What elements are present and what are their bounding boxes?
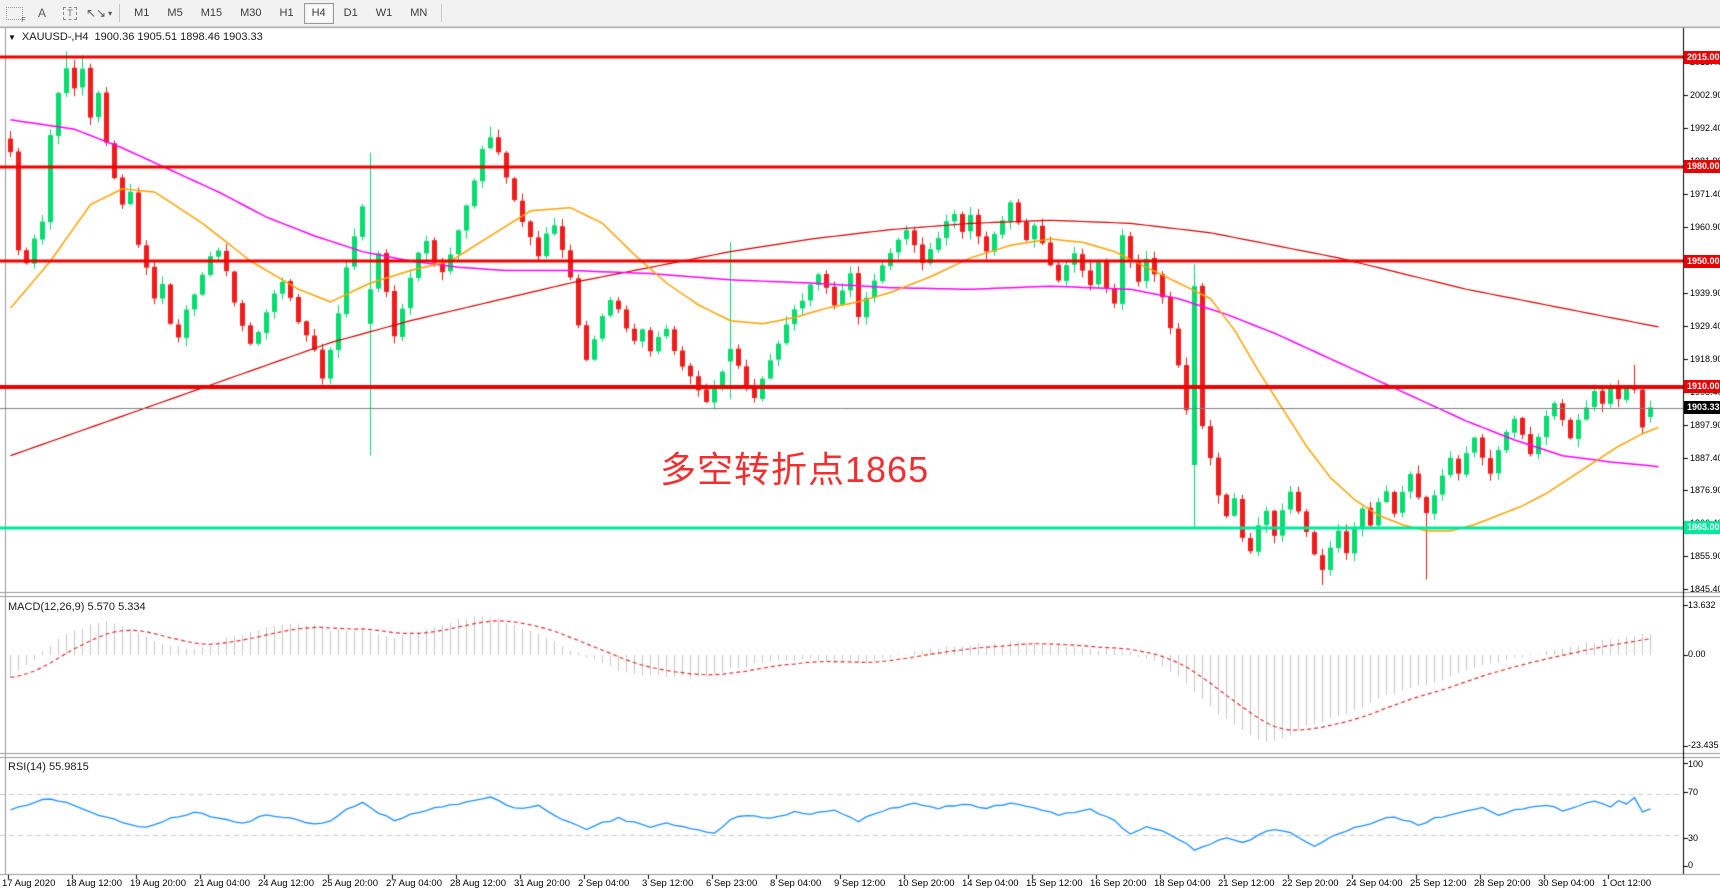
symbol-label: XAUUSD-,H4 <box>21 31 89 43</box>
macd-axis-label: 13.632 <box>1688 600 1716 610</box>
rsi-axis-label: 0 <box>1688 860 1694 870</box>
text-label-icon[interactable]: A <box>37 6 46 20</box>
timeframe-button-h1[interactable]: H1 <box>279 7 294 19</box>
y-axis-tick-label: 1939.90 <box>1690 287 1720 298</box>
x-axis-tick-label: 2 Sep 04:00 <box>578 878 630 889</box>
x-axis-tick-label: 18 Sep 04:00 <box>1154 878 1211 889</box>
x-axis-tick-label: 6 Sep 23:00 <box>706 878 758 889</box>
level-badge-1865.00: 1865.00 <box>1684 521 1720 535</box>
chart-annotation[interactable]: 多空转折点1865 <box>660 449 930 490</box>
x-axis-tick-label: 27 Aug 04:00 <box>386 878 442 889</box>
arrows-glyph: ↖↘ <box>86 6 107 20</box>
level-badge-1910.00: 1910.00 <box>1684 380 1720 394</box>
x-axis-tick-label: 15 Sep 12:00 <box>1026 878 1083 889</box>
rsi-title: RSI(14) 55.9815 <box>8 761 89 773</box>
rsi-axis-label: 30 <box>1688 833 1699 843</box>
level-badge-1980.00: 1980.00 <box>1684 160 1720 174</box>
ohlc-values: 1900.36 1905.51 1898.46 1903.33 <box>94 31 263 43</box>
macd-axis-label: -23.435 <box>1688 740 1719 750</box>
timeframe-button-m1[interactable]: M1 <box>134 7 150 19</box>
timeframe-buttons: M1 M5 M15 M30 H1 H4 D1 W1 MN <box>125 2 436 24</box>
x-axis-tick-label: 17 Aug 2020 <box>2 878 56 889</box>
y-axis-tick-label: 1918.90 <box>1690 353 1720 364</box>
y-axis-tick-label: 1992.40 <box>1690 122 1720 133</box>
text-tool-icon[interactable]: T <box>57 2 83 24</box>
timeframe-button-h4[interactable]: H4 <box>303 2 334 24</box>
x-axis-tick-label: 25 Sep 12:00 <box>1410 878 1467 889</box>
text-tool-glyph: T <box>63 6 77 20</box>
timeframe-button-m5[interactable]: M5 <box>167 7 183 19</box>
y-axis-tick-label: 1960.90 <box>1690 221 1720 232</box>
x-axis-tick-label: 18 Aug 12:00 <box>66 878 122 889</box>
fibonacci-grid-glyph: F <box>5 6 26 24</box>
x-axis-tick-label: 31 Aug 20:00 <box>514 878 570 889</box>
toolbar-separator <box>119 4 121 22</box>
x-axis-tick-label: 24 Aug 12:00 <box>258 878 314 889</box>
timeframe-button-d1[interactable]: D1 <box>343 7 358 19</box>
x-axis-tick-label: 10 Sep 20:00 <box>898 878 955 889</box>
x-axis-tick-label: 28 Sep 20:00 <box>1474 878 1531 889</box>
y-axis-tick-label: 1887.40 <box>1690 452 1720 463</box>
level-badge-1950.00: 1950.00 <box>1684 254 1720 268</box>
timeframe-button-mn[interactable]: MN <box>410 7 428 19</box>
x-axis-tick-label: 21 Aug 04:00 <box>194 878 250 889</box>
y-axis-tick-label: 1855.90 <box>1690 551 1720 562</box>
y-axis-tick-label: 2002.90 <box>1690 89 1720 100</box>
timeframe-button-m30[interactable]: M30 <box>240 7 262 19</box>
rsi-value: 55.9815 <box>48 761 89 773</box>
toolbar: F A T ↖↘ ▾ M1 M5 M15 M30 H1 H4 D1 W1 MN <box>0 0 1720 27</box>
toolbar-separator <box>441 4 443 22</box>
x-axis-tick-label: 3 Sep 12:00 <box>642 878 694 889</box>
macd-title: MACD(12,26,9) 5.570 5.334 <box>8 601 146 613</box>
x-axis-tick-label: 1 Oct 12:00 <box>1602 878 1652 889</box>
y-axis-tick-label: 1971.40 <box>1690 188 1720 199</box>
timeframe-button-w1[interactable]: W1 <box>375 7 393 19</box>
collapse-arrow-icon[interactable]: ▼ <box>8 32 16 42</box>
macd-values: 5.570 5.334 <box>87 601 146 613</box>
x-axis-tick-label: 22 Sep 20:00 <box>1282 878 1339 889</box>
current-price-badge: 1903.33 <box>1684 401 1720 415</box>
y-axis-tick-label: 1876.90 <box>1690 485 1720 496</box>
x-axis-tick-label: 19 Aug 20:00 <box>130 878 186 889</box>
rsi-axis-label: 100 <box>1688 759 1704 769</box>
x-axis-tick-label: 9 Sep 12:00 <box>834 878 886 889</box>
dropdown-caret-icon[interactable]: ▾ <box>108 8 113 18</box>
x-axis-tick-label: 28 Aug 12:00 <box>450 878 506 889</box>
x-axis-tick-label: 24 Sep 04:00 <box>1346 878 1403 889</box>
chart-title: ▼ XAUUSD-,H4 1900.36 1905.51 1898.46 190… <box>8 31 263 43</box>
x-axis-tick-label: 8 Sep 04:00 <box>770 878 822 889</box>
arrows-tool-icon[interactable]: ↖↘ ▾ <box>85 2 113 24</box>
rsi-axis-label: 70 <box>1688 787 1699 797</box>
level-badge-2015.00: 2015.00 <box>1684 50 1720 64</box>
fibonacci-grid-icon[interactable]: F <box>1 2 27 24</box>
macd-axis-label: 0.00 <box>1688 649 1706 659</box>
x-axis-tick-label: 14 Sep 04:00 <box>962 878 1019 889</box>
x-axis-tick-label: 25 Aug 20:00 <box>322 878 378 889</box>
x-axis-tick-label: 16 Sep 20:00 <box>1090 878 1147 889</box>
y-axis-tick-label: 1929.40 <box>1690 320 1720 331</box>
timeframe-button-m15[interactable]: M15 <box>200 7 223 19</box>
y-axis-tick-label: 1845.40 <box>1690 584 1720 595</box>
y-axis-tick-label: 1897.90 <box>1690 419 1720 430</box>
x-axis-tick-label: 21 Sep 12:00 <box>1218 878 1275 889</box>
x-axis-tick-label: 30 Sep 04:00 <box>1538 878 1595 889</box>
